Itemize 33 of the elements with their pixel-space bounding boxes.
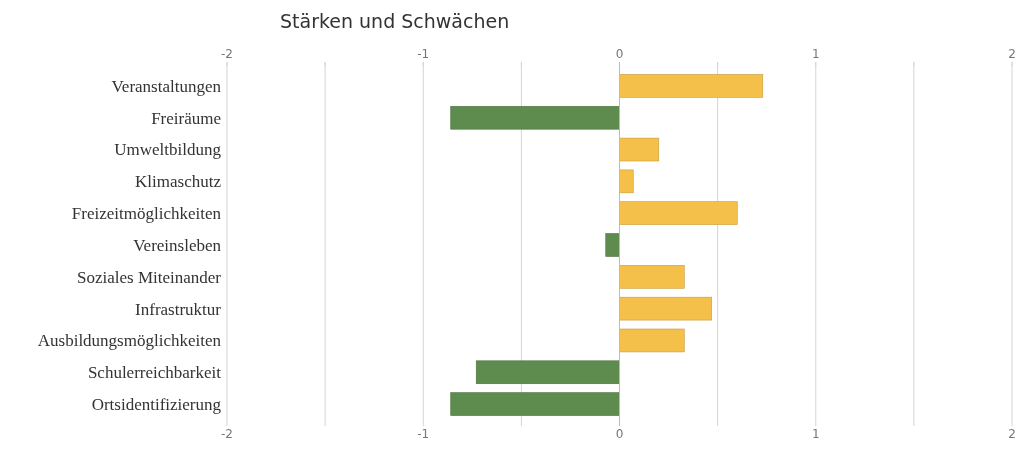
y-tick-label: Klimaschutz bbox=[135, 172, 222, 192]
y-tick-label: Ausbildungsmöglichkeiten bbox=[37, 331, 222, 351]
bar bbox=[619, 137, 660, 162]
bar bbox=[619, 169, 634, 194]
x2-tick-label: 1 bbox=[811, 47, 820, 61]
x2-tick-label: -1 bbox=[417, 47, 430, 61]
bar bbox=[605, 233, 620, 257]
bar bbox=[450, 105, 620, 130]
x2-tick-label: 0 bbox=[615, 47, 624, 61]
x2-tick-label: -2 bbox=[221, 47, 233, 61]
x-tick-label: 2 bbox=[1008, 427, 1016, 441]
y-tick-label: Freizeitmöglichkeiten bbox=[71, 204, 222, 224]
x2-tick-label: 2 bbox=[1008, 47, 1016, 61]
x-tick-label: -2 bbox=[221, 427, 233, 441]
y-tick-label: Veranstaltungen bbox=[111, 76, 222, 96]
y-tick-label: Ortsidentifizierung bbox=[91, 395, 222, 415]
y-tick-label: Soziales Miteinander bbox=[77, 267, 222, 287]
bar bbox=[475, 360, 620, 385]
bar bbox=[619, 328, 685, 353]
x-tick-label: -1 bbox=[417, 427, 430, 441]
chart-title: Stärken und Schwächen bbox=[280, 10, 510, 32]
y-tick-label: Infrastruktur bbox=[135, 299, 222, 319]
bar bbox=[619, 265, 685, 289]
y-tick-label: Freiräume bbox=[151, 108, 221, 128]
x-tick-label: 1 bbox=[811, 427, 820, 441]
x-tick-label: 0 bbox=[615, 427, 624, 441]
y-tick-label: Schulerreichbarkeit bbox=[87, 363, 222, 383]
y-tick-label: Vereinsleben bbox=[133, 235, 222, 255]
bar bbox=[619, 296, 713, 321]
bar bbox=[619, 201, 738, 225]
bar bbox=[450, 392, 620, 416]
y-tick-label: Umweltbildung bbox=[114, 140, 222, 160]
bar bbox=[619, 74, 764, 98]
